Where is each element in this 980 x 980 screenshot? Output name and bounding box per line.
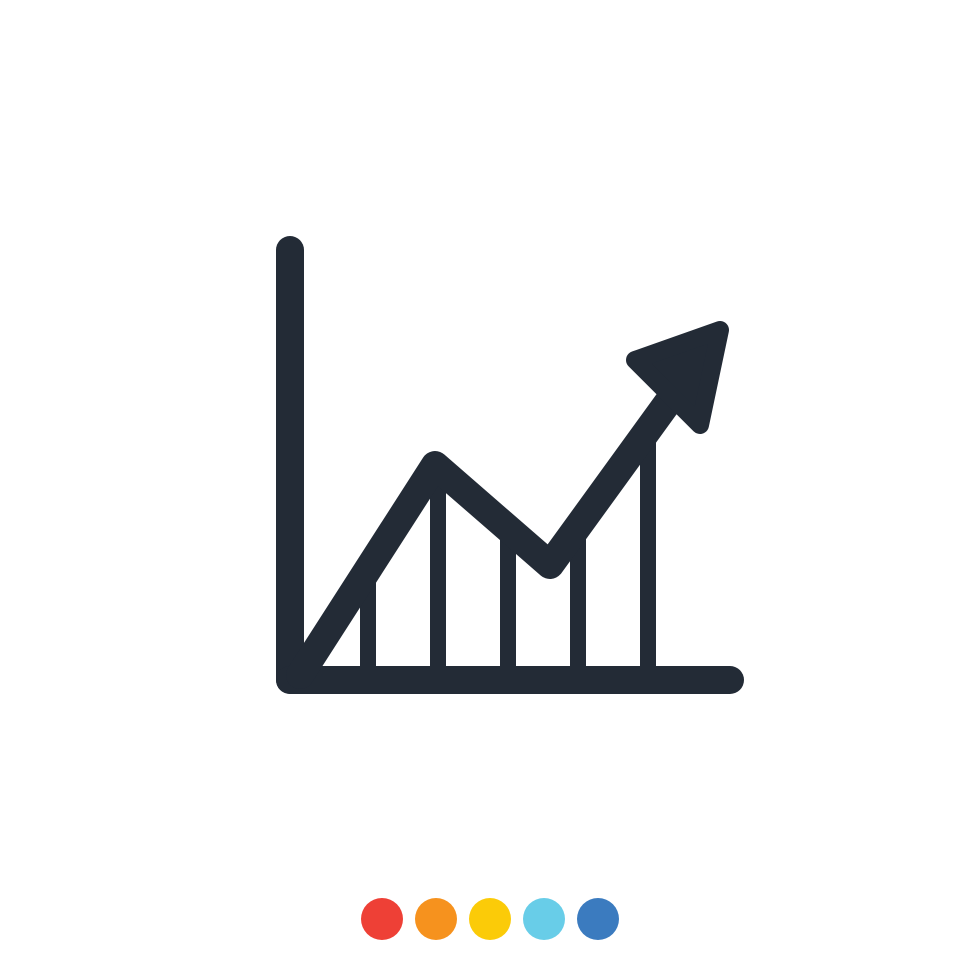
chart-svg xyxy=(190,170,790,770)
color-swatch xyxy=(469,898,511,940)
color-palette xyxy=(361,898,619,940)
growth-chart-icon xyxy=(190,170,790,770)
color-swatch xyxy=(577,898,619,940)
color-swatch xyxy=(523,898,565,940)
color-swatch xyxy=(361,898,403,940)
color-swatch xyxy=(415,898,457,940)
